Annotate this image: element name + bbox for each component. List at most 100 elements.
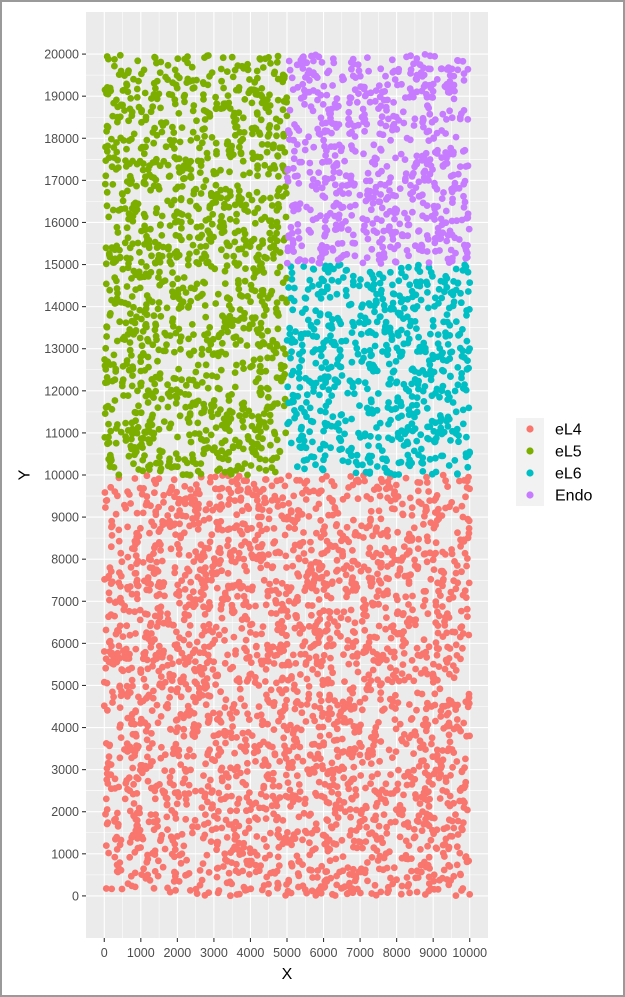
data-point: [424, 796, 431, 804]
data-point: [106, 286, 114, 294]
data-point: [224, 92, 232, 99]
data-point: [189, 455, 197, 462]
data-point: [316, 732, 324, 740]
data-point: [370, 742, 377, 749]
data-point: [406, 494, 414, 502]
data-point: [398, 412, 405, 420]
data-point: [179, 298, 187, 306]
data-point: [231, 238, 239, 246]
data-point: [346, 871, 353, 878]
data-point: [126, 853, 134, 861]
data-point: [430, 551, 438, 558]
data-point: [255, 375, 262, 382]
data-point: [398, 882, 406, 890]
data-point: [291, 338, 299, 346]
data-point: [189, 107, 197, 115]
data-point: [162, 73, 170, 81]
data-point: [435, 612, 443, 620]
data-point: [448, 114, 456, 122]
data-point: [300, 550, 308, 557]
data-point: [150, 429, 158, 437]
data-point: [416, 282, 424, 290]
data-point: [417, 431, 425, 439]
data-point: [386, 380, 394, 388]
data-point: [285, 500, 293, 507]
data-point: [275, 172, 282, 180]
data-point: [102, 366, 110, 373]
data-point: [463, 562, 470, 570]
data-point: [224, 242, 232, 249]
data-point: [281, 836, 289, 844]
data-point: [394, 528, 401, 536]
data-point: [349, 547, 356, 554]
data-point: [352, 806, 360, 814]
data-point: [457, 624, 465, 632]
data-point: [221, 637, 228, 644]
data-point: [301, 557, 309, 565]
data-point: [197, 669, 205, 677]
data-point: [369, 285, 377, 293]
data-point: [428, 703, 435, 710]
data-point: [116, 724, 124, 731]
data-point: [143, 736, 151, 744]
data-point: [118, 885, 126, 893]
data-point: [121, 336, 129, 343]
data-point: [143, 472, 151, 480]
data-point: [421, 167, 429, 175]
data-point: [361, 430, 369, 438]
data-point: [197, 190, 205, 197]
data-point: [359, 461, 366, 469]
data-point: [313, 660, 321, 668]
data-point: [433, 76, 441, 83]
data-point: [445, 655, 453, 662]
data-point: [208, 826, 216, 834]
data-point: [216, 505, 224, 513]
data-point: [430, 427, 438, 435]
data-point: [400, 636, 407, 644]
data-point: [175, 251, 183, 259]
data-point: [198, 351, 206, 358]
data-point: [243, 768, 251, 775]
data-point: [348, 212, 356, 219]
data-point: [465, 690, 473, 698]
data-point: [129, 764, 137, 772]
data-point: [380, 301, 388, 309]
data-point: [276, 448, 284, 456]
data-point: [124, 880, 132, 887]
data-point: [271, 538, 279, 545]
data-point: [373, 836, 381, 843]
data-point: [465, 517, 473, 525]
data-point: [290, 492, 298, 500]
data-point: [103, 333, 110, 340]
data-point: [126, 105, 134, 113]
data-point: [103, 497, 111, 504]
data-point: [462, 244, 469, 252]
data-point: [272, 586, 280, 594]
data-point: [163, 304, 171, 312]
data-point: [157, 541, 164, 548]
data-point: [398, 670, 406, 677]
data-point: [154, 568, 162, 575]
data-point: [114, 820, 122, 828]
data-point: [321, 232, 328, 240]
data-point: [198, 804, 206, 811]
data-point: [462, 755, 469, 763]
data-point: [429, 317, 437, 324]
data-point: [127, 563, 135, 571]
data-point: [276, 144, 283, 152]
data-point: [237, 314, 245, 322]
data-point: [317, 697, 325, 705]
data-point: [262, 601, 270, 609]
data-point: [266, 742, 273, 750]
data-point: [446, 792, 454, 800]
data-point: [205, 215, 213, 223]
data-point: [408, 715, 416, 722]
data-point: [178, 211, 186, 218]
data-point: [393, 806, 401, 814]
data-point: [281, 370, 289, 378]
data-point: [305, 133, 312, 141]
data-point: [423, 653, 431, 661]
data-point: [251, 209, 258, 217]
data-point: [280, 734, 288, 742]
data-point: [173, 84, 181, 92]
